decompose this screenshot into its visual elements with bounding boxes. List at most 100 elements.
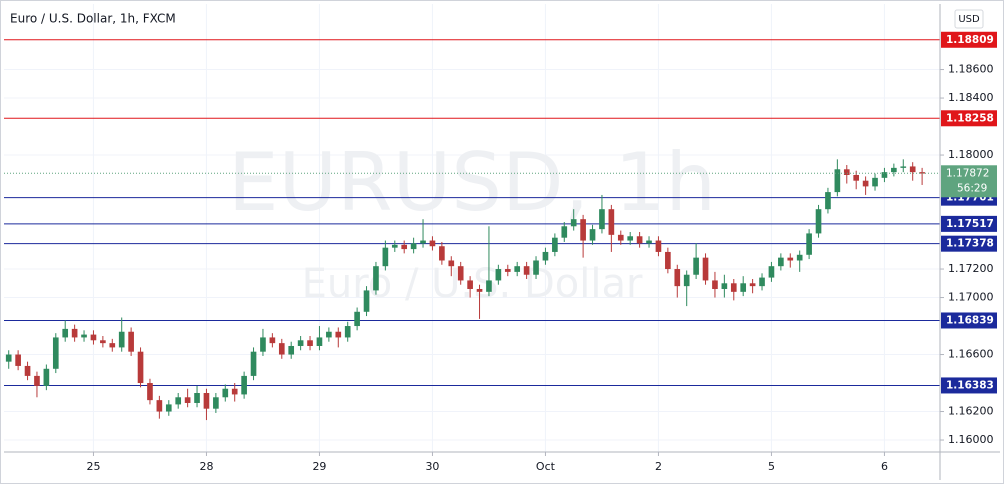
candle-body	[241, 375, 247, 395]
candle-body	[542, 251, 549, 261]
candle-body	[730, 283, 737, 292]
candle-body	[231, 388, 238, 395]
candle-body	[608, 209, 615, 235]
candle-body	[354, 311, 360, 327]
candle-body	[825, 192, 831, 210]
candle-body	[420, 240, 426, 244]
currency-button[interactable]	[954, 9, 984, 29]
candle-body	[589, 229, 596, 241]
candle-body	[768, 266, 775, 278]
x-tick-label: 29	[312, 460, 326, 473]
candle-body	[862, 180, 869, 187]
candle-body	[373, 266, 379, 291]
candle-body	[250, 351, 257, 376]
level-label-bg	[941, 110, 997, 127]
candle-body	[467, 280, 473, 289]
candle-body	[514, 266, 521, 272]
candle-body	[335, 331, 342, 338]
candle-body	[34, 375, 40, 386]
candle-body	[655, 240, 662, 252]
candle-body	[749, 283, 756, 287]
candle-body	[401, 244, 408, 250]
candle-body	[213, 397, 219, 409]
candle-body	[194, 393, 200, 403]
currency-button-label[interactable]: USD	[958, 14, 980, 25]
candle-body	[665, 251, 671, 270]
candle-body	[288, 345, 295, 355]
candle-body	[900, 166, 907, 168]
candle-body	[5, 354, 12, 362]
candle-body	[62, 328, 69, 338]
level-label: 1.18809	[946, 34, 994, 46]
y-tick-label: 1.16600	[948, 348, 994, 361]
y-tick-label: 1.17000	[948, 291, 994, 304]
candle-body	[843, 169, 850, 175]
y-tick-label: 1.17200	[948, 262, 994, 275]
level-label: 1.16383	[946, 379, 994, 391]
candle-body	[118, 331, 125, 348]
plot-area	[4, 39, 940, 421]
candle-body	[909, 166, 916, 173]
candle-body	[439, 246, 445, 261]
candle-body	[815, 209, 822, 234]
level-label: 1.16839	[946, 314, 994, 326]
candle-body	[778, 257, 784, 267]
axes: 1.16000 1.16200 1.16600 1.17000 1.17200 1.180…	[86, 31, 997, 473]
candle-body	[646, 240, 652, 244]
candle-body	[269, 337, 276, 344]
candle-body	[721, 283, 728, 289]
candle-body	[297, 340, 304, 346]
candle-body	[627, 236, 634, 241]
candle-body	[570, 219, 577, 227]
level-label: 1.17378	[946, 238, 994, 250]
y-tick-label: 1.18600	[948, 63, 994, 76]
candle-body	[523, 266, 530, 275]
level-label-bg	[941, 235, 997, 252]
candle-body	[476, 288, 483, 292]
candle-body	[90, 334, 97, 341]
candle-body	[552, 237, 558, 252]
watermark: EURUSD, 1h	[228, 136, 716, 229]
candle-body	[175, 397, 182, 405]
candle-body	[203, 393, 210, 409]
candle-body	[599, 209, 605, 230]
x-tick-label: 28	[199, 460, 213, 473]
candle-body	[15, 354, 21, 366]
candle-body	[872, 177, 878, 187]
y-tick-label: 1.16200	[948, 405, 994, 418]
candle-body	[128, 331, 134, 352]
candle-body	[344, 326, 351, 338]
candle-body	[165, 404, 172, 412]
candle-body	[636, 236, 643, 244]
candle-body	[486, 280, 492, 292]
x-tick-label: 2	[655, 460, 662, 473]
candle-body	[674, 269, 681, 287]
candle-body	[834, 169, 841, 193]
candle-body	[24, 365, 31, 376]
candle-body	[71, 328, 78, 338]
candle-body	[109, 343, 116, 348]
candle-body	[712, 280, 718, 289]
candle-body	[326, 331, 332, 338]
level-label: 1.18258	[946, 112, 994, 124]
candle-body	[683, 274, 690, 287]
candle-body	[787, 257, 794, 261]
candle-body	[796, 254, 803, 261]
candle-body	[881, 172, 888, 178]
candle-body	[617, 234, 624, 241]
candle-body	[740, 283, 747, 292]
x-tick-label: 25	[86, 460, 100, 473]
level-label-bg	[941, 312, 997, 329]
x-tick-label: 30	[425, 460, 439, 473]
candle-body	[693, 257, 699, 275]
y-tick-label: 1.18400	[948, 91, 994, 104]
candle-body	[391, 244, 398, 248]
candle-body	[382, 247, 389, 267]
candle-body	[410, 243, 417, 250]
level-label-bg	[941, 31, 997, 48]
candle-body	[429, 240, 436, 247]
candle-body	[184, 397, 191, 403]
candle-body	[806, 233, 812, 255]
